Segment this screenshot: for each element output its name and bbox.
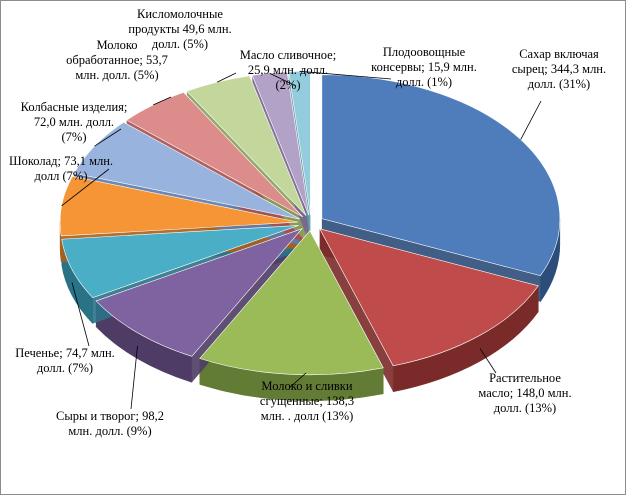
label-cookies: Печенье; 74,7 млн. долл. (7%) [15,346,115,375]
label-sugar: Сахар включая сырец; 344,3 млн. долл. (3… [511,47,607,91]
leader-line-cheese [130,345,138,410]
label-processed-milk: Молоко обработанное; 53,7 млн. долл. (5%… [66,38,168,82]
label-cheese: Сыры и творог; 98,2 млн. долл. (9%) [56,409,164,438]
leader-line-cookies [71,282,90,347]
pie-slice-sugar [321,74,561,277]
label-condensed-milk: Молоко и сливки сгущенные; 138,3 млн. . … [259,379,355,423]
pie-slice-vegetable-oil [319,228,539,367]
label-canned-fruit: Плодоовощные консервы; 15,9 млн. долл. (… [371,45,477,89]
pie-slice-canned-fruit [288,70,311,216]
leader-line-sugar [520,100,542,140]
leader-line-condensed-milk [289,372,307,388]
leader-line-vegetable-oil [479,348,497,374]
leader-line-fermented-milk [217,72,237,83]
leader-line-chocolate [61,168,110,207]
label-chocolate: Шоколад; 73,1 млн. долл (7%) [8,154,114,183]
leader-line-sausages [94,128,122,147]
pie-slice-condensed-milk [199,230,384,376]
pie-slice-cheese [95,228,303,357]
label-fermented-milk: Кисломолочные продукты 49,6 млн. долл. (… [128,7,232,51]
leader-lines [61,70,542,410]
leader-line-butter [269,72,297,87]
leader-line-canned-fruit [299,70,392,80]
pie-slice-butter [251,71,310,216]
label-sausages: Колбасные изделия; 72,0 млн. долл. (7%) [20,100,128,144]
pie-slice-processed-milk [126,91,304,218]
label-vegetable-oil: Растительное масло; 148,0 млн. долл. (13… [478,371,572,415]
pie-slice-cookies [61,225,299,298]
leader-line-processed-milk [153,96,172,106]
pie-top-layer [59,70,561,376]
pie-wall-vegetable-oil [319,228,394,392]
label-butter: Масло сливочное; 25,9 млн. долл. (2%) [239,48,337,92]
